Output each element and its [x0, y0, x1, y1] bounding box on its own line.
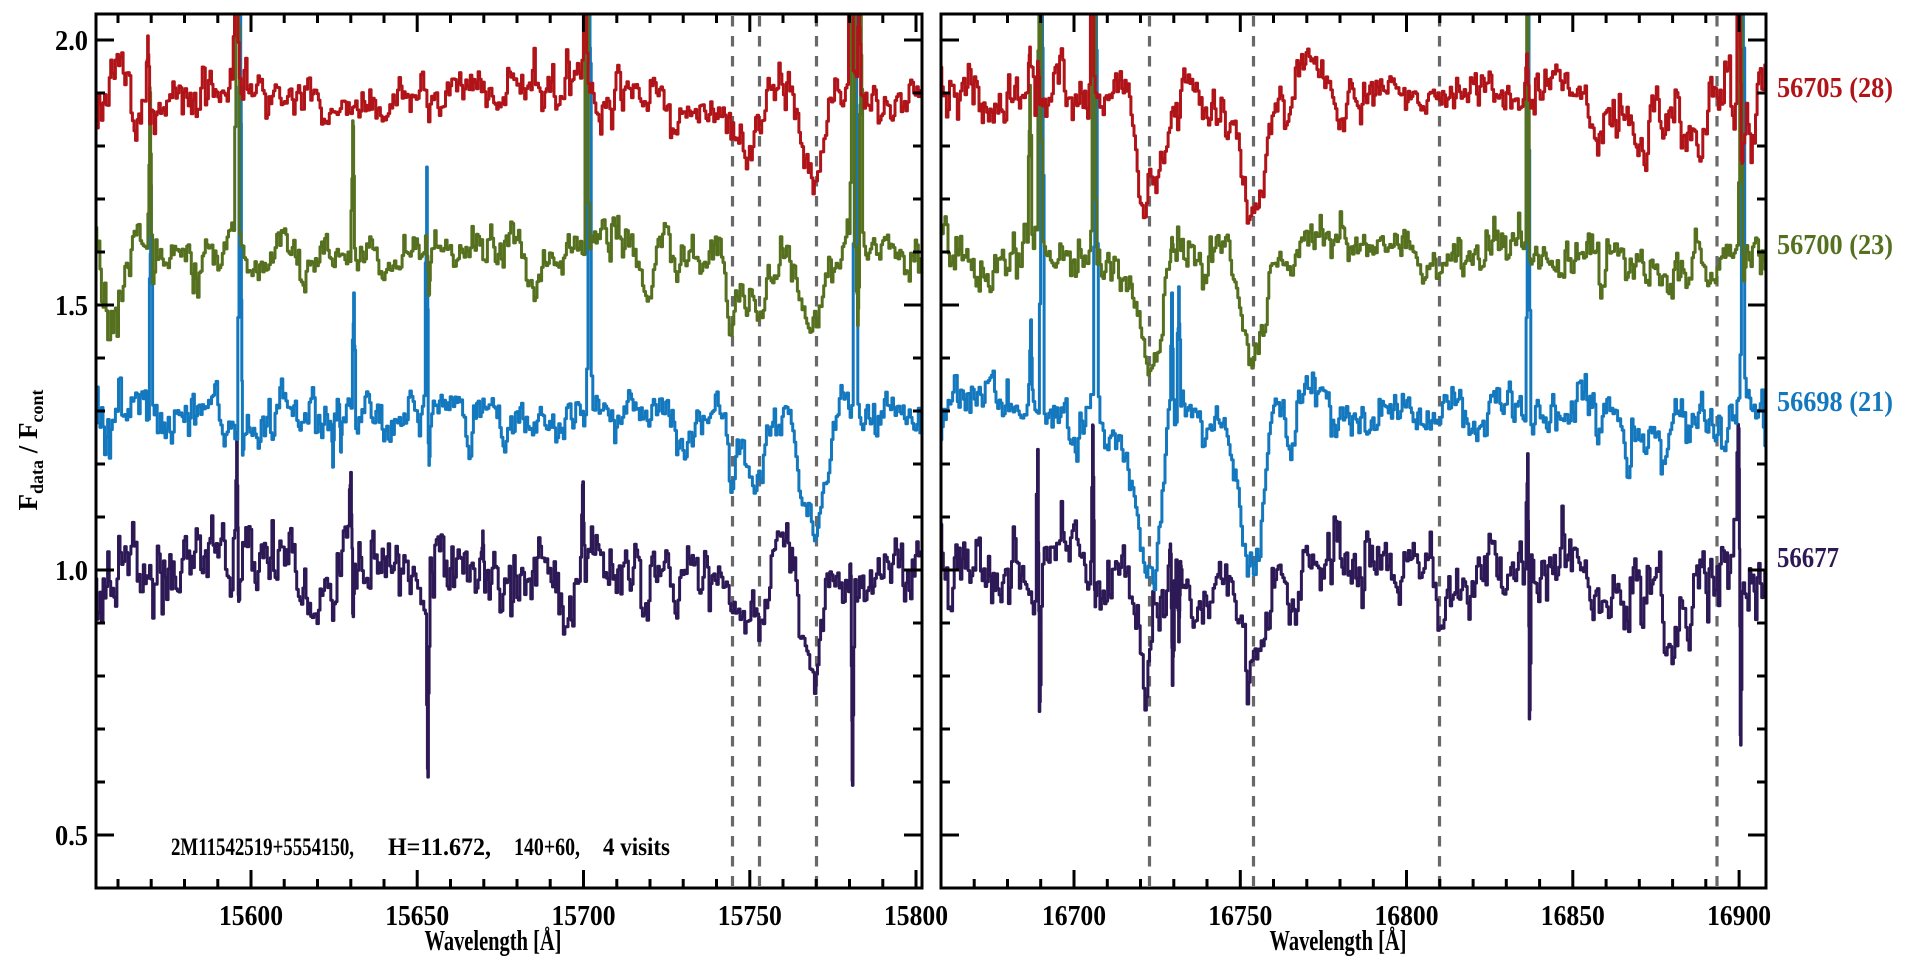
svg-text:Wavelength [Å]: Wavelength [Å] [1270, 925, 1407, 957]
svg-text:56705 (28): 56705 (28) [1777, 72, 1893, 104]
svg-text:15700: 15700 [552, 900, 616, 932]
svg-text:15800: 15800 [884, 900, 948, 932]
svg-text:15600: 15600 [219, 900, 283, 932]
svg-text:140+60,: 140+60, [514, 834, 580, 861]
svg-text:4 visits: 4 visits [603, 834, 670, 861]
svg-text:H=11.672,: H=11.672, [388, 834, 491, 861]
svg-text:56700 (23): 56700 (23) [1777, 229, 1893, 261]
svg-text:2M11542519+5554150,: 2M11542519+5554150, [171, 834, 354, 861]
svg-text:16850: 16850 [1541, 900, 1605, 932]
svg-text:56698 (21): 56698 (21) [1777, 386, 1893, 418]
svg-text:15650: 15650 [385, 900, 449, 932]
svg-text:56677: 56677 [1777, 542, 1839, 574]
svg-text:1.5: 1.5 [55, 290, 88, 322]
svg-text:16750: 16750 [1208, 900, 1272, 932]
svg-text:15750: 15750 [718, 900, 782, 932]
svg-text:0.5: 0.5 [55, 820, 88, 852]
svg-text:16700: 16700 [1042, 900, 1106, 932]
svg-text:1.0: 1.0 [55, 555, 88, 587]
svg-text:16900: 16900 [1707, 900, 1771, 932]
svg-text:Wavelength [Å]: Wavelength [Å] [425, 925, 562, 957]
svg-text:Fdata / Fcont: Fdata / Fcont [13, 389, 47, 510]
svg-text:16800: 16800 [1375, 900, 1439, 932]
svg-text:2.0: 2.0 [55, 25, 88, 57]
